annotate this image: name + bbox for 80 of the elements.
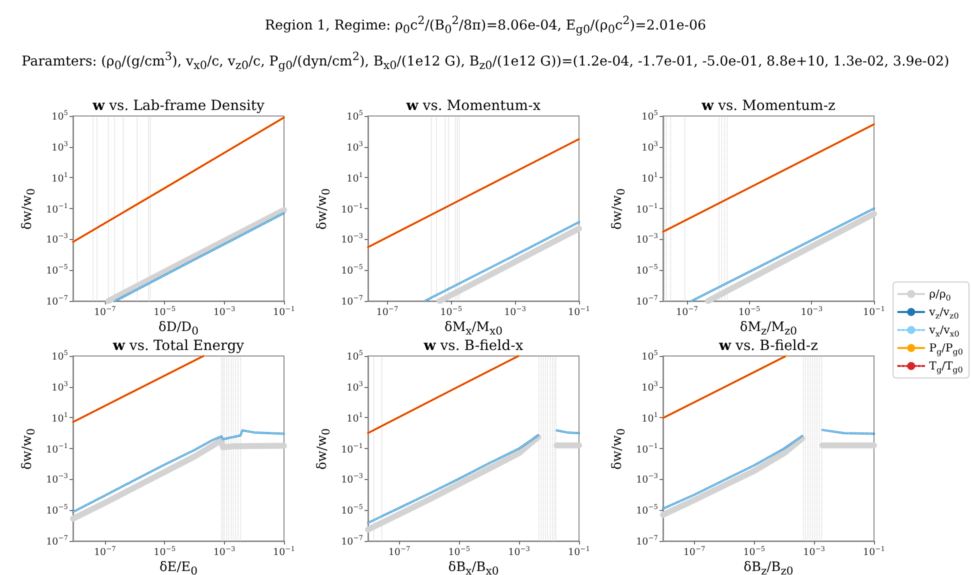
x-tick-label: 10$^{−3}$ [800, 305, 823, 318]
y-tick-label: 10$^{−5}$ [636, 503, 658, 516]
x-axis-title: δM$_{z}$/M$_{z0}$ [740, 320, 798, 338]
x-axis-title: δB$_{z}$/B$_{z0}$ [744, 560, 794, 575]
y-tick-label: 10$^{3}$ [346, 380, 363, 394]
y-tick-label: 10$^{−1}$ [46, 202, 68, 215]
y-tick-label: 10$^{3}$ [642, 140, 658, 154]
y-tick-label: 10$^{−5}$ [636, 263, 658, 276]
x-tick-label: 10$^{−7}$ [388, 545, 410, 558]
x-axis-title: δE/E$_{0}$ [159, 560, 198, 575]
y-tick-label: 10$^{−7}$ [636, 534, 658, 548]
y-tick-label: 10$^{3}$ [346, 140, 363, 154]
y-tick-label: 10$^{−3}$ [636, 232, 658, 246]
y-tick-label: 10$^{3}$ [52, 140, 68, 154]
x-tick-label: 10$^{−1}$ [568, 305, 590, 318]
y-tick-label: 10$^{−7}$ [636, 294, 658, 308]
x-tick-label: 10$^{−5}$ [154, 545, 176, 558]
y-tick-label: 10$^{−3}$ [636, 472, 658, 486]
y-tick-label: 10$^{1}$ [52, 410, 68, 424]
chart-title: w vs. Momentum-z [702, 98, 836, 114]
x-tick-label: 10$^{−7}$ [683, 545, 706, 558]
x-tick-label: 10$^{−5}$ [738, 305, 760, 318]
x-tick-label: 10$^{−7}$ [676, 305, 698, 318]
y-tick-label: 10$^{−1}$ [341, 202, 363, 215]
y-tick-label: 10$^{−3}$ [46, 232, 68, 246]
y-tick-label: 10$^{−5}$ [46, 263, 68, 276]
chart-title: w vs. Lab-frame Density [92, 98, 264, 114]
y-tick-label: 10$^{1}$ [346, 170, 363, 184]
y-tick-label: 10$^{5}$ [642, 109, 658, 122]
y-tick-label: 10$^{−7}$ [341, 294, 363, 308]
y-tick-label: 10$^{−1}$ [341, 442, 363, 455]
y-tick-label: 10$^{−1}$ [636, 442, 658, 455]
text: Region 1, Regime: ρ$_{0}$c$^{2}$/(B$_{0}$$^{2}$/8π)=8.06e-04, E$_{g0}$/(ρ$_{0}$c$^{2}$)=2.01e-06 [264, 14, 706, 36]
x-tick-label: 10$^{−5}$ [743, 545, 766, 558]
y-tick-label: 10$^{3}$ [52, 380, 68, 394]
x-tick-label: 10$^{−7}$ [94, 305, 116, 318]
y-tick-label: 10$^{1}$ [642, 410, 658, 424]
x-axis-title: δD/D$_{0}$ [158, 320, 198, 338]
x-tick-label: 10$^{−5}$ [154, 305, 176, 318]
x-tick-label: 10$^{−5}$ [448, 545, 470, 558]
x-tick-label: 10$^{−1}$ [273, 305, 295, 318]
x-tick-label: 10$^{−3}$ [213, 545, 236, 558]
y-tick-label: 10$^{5}$ [346, 109, 363, 122]
x-tick-label: 10$^{−1}$ [273, 545, 295, 558]
x-axis-title: δB$_{x}$/B$_{x0}$ [448, 560, 499, 575]
x-tick-label: 10$^{−3}$ [213, 305, 236, 318]
x-tick-label: 10$^{−7}$ [94, 545, 116, 558]
chart-title: w vs. Momentum-x [406, 98, 541, 114]
text: Paramters: (ρ$_{0}$/(g/cm$^{3}$), v$_{x0}$/c, v$_{z0}$/c, P$_{g0}$/(dyn/cm$^{2}$), B$_{x0}$/(1e12 G), B$_{z0}$/(1e12 G))=(1.2e-04, -1.7e-01, -5.0e-01, 8.8e+10, 1.3e-02, 3.9e-02) [22, 50, 950, 72]
x-tick-label: 10$^{−5}$ [440, 305, 462, 318]
y-tick-label: 10$^{3}$ [642, 380, 658, 394]
y-tick-label: 10$^{−5}$ [341, 263, 363, 276]
chart-title: w vs. Total Energy [112, 338, 244, 354]
x-tick-label: 10$^{−1}$ [863, 305, 885, 318]
x-tick-label: 10$^{−1}$ [863, 545, 885, 558]
y-tick-label: 10$^{5}$ [52, 349, 68, 362]
y-tick-label: 10$^{5}$ [346, 349, 363, 362]
x-axis-title: δM$_{x}$/M$_{x0}$ [444, 320, 502, 338]
y-tick-label: 10$^{−5}$ [341, 503, 363, 516]
y-tick-label: 10$^{−1}$ [636, 202, 658, 215]
y-tick-label: 10$^{−3}$ [341, 232, 363, 246]
x-tick-label: 10$^{−3}$ [508, 545, 530, 558]
y-tick-label: 10$^{−1}$ [46, 442, 68, 455]
y-tick-label: 10$^{−5}$ [46, 503, 68, 516]
chart-title: w vs. B-field-z [719, 338, 818, 354]
x-tick-label: 10$^{−1}$ [568, 545, 590, 558]
x-tick-label: 10$^{−3}$ [504, 305, 526, 318]
y-tick-label: 10$^{−7}$ [46, 294, 68, 308]
y-tick-label: 10$^{−3}$ [46, 472, 68, 486]
y-tick-label: 10$^{5}$ [52, 109, 68, 122]
y-tick-label: 10$^{−3}$ [341, 472, 363, 486]
chart-title: w vs. B-field-x [424, 338, 524, 354]
x-tick-label: 10$^{−3}$ [803, 545, 826, 558]
y-tick-label: 10$^{1}$ [642, 170, 658, 184]
y-tick-label: 10$^{−7}$ [341, 534, 363, 548]
y-tick-label: 10$^{1}$ [52, 170, 68, 184]
y-tick-label: 10$^{−7}$ [46, 534, 68, 548]
y-tick-label: 10$^{5}$ [642, 349, 658, 362]
y-tick-label: 10$^{1}$ [346, 410, 363, 424]
x-tick-label: 10$^{−7}$ [376, 305, 398, 318]
